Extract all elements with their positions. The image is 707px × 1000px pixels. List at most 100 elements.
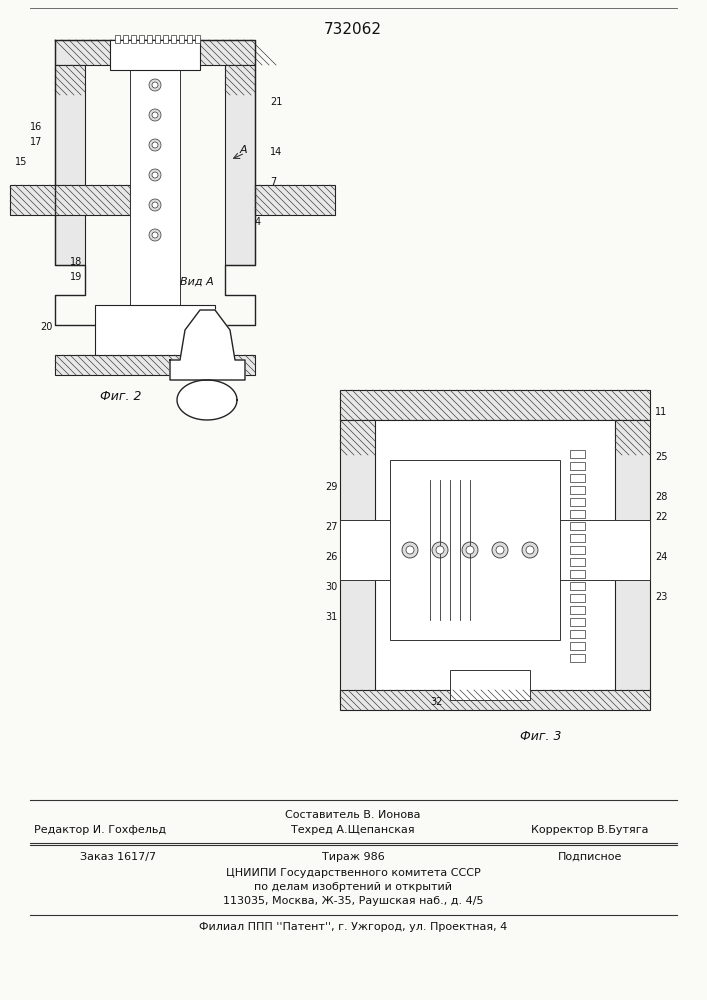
Bar <box>370 420 620 700</box>
Text: 25: 25 <box>655 452 667 462</box>
Text: 14: 14 <box>270 147 282 157</box>
Bar <box>95 305 215 355</box>
Text: Заказ 1617/7: Заказ 1617/7 <box>80 852 156 862</box>
Bar <box>171 35 176 43</box>
Bar <box>570 618 585 626</box>
Text: 23: 23 <box>655 592 667 602</box>
Circle shape <box>402 542 418 558</box>
Text: 31: 31 <box>325 612 337 622</box>
Bar <box>179 35 184 43</box>
Text: Корректор В.Бутяга: Корректор В.Бутяга <box>531 825 649 835</box>
Text: Фиг. 3: Фиг. 3 <box>520 730 561 743</box>
Bar <box>570 558 585 566</box>
Text: Тираж 986: Тираж 986 <box>322 852 385 862</box>
Circle shape <box>526 546 534 554</box>
Text: 4: 4 <box>255 217 261 227</box>
Bar <box>110 40 200 70</box>
Bar <box>570 570 585 578</box>
Bar <box>570 534 585 542</box>
Text: Подписное: Подписное <box>558 852 622 862</box>
Circle shape <box>149 79 161 91</box>
Text: 19: 19 <box>70 272 82 282</box>
Polygon shape <box>170 310 245 380</box>
Bar <box>570 630 585 638</box>
Bar <box>340 520 650 580</box>
Text: 26: 26 <box>325 552 337 562</box>
Text: 20: 20 <box>40 322 52 332</box>
Bar <box>130 65 180 325</box>
Circle shape <box>436 546 444 554</box>
Bar <box>131 35 136 43</box>
Circle shape <box>462 542 478 558</box>
Bar <box>340 420 375 700</box>
Circle shape <box>432 542 448 558</box>
Text: Фиг. 2: Фиг. 2 <box>100 390 141 403</box>
Text: A: A <box>240 145 247 155</box>
Bar <box>147 35 152 43</box>
Bar <box>195 35 200 43</box>
Bar <box>390 460 560 640</box>
Text: 24: 24 <box>655 552 667 562</box>
Text: 27: 27 <box>325 522 337 532</box>
Circle shape <box>149 229 161 241</box>
Bar <box>570 462 585 470</box>
Text: 113035, Москва, Ж-35, Раушская наб., д. 4/5: 113035, Москва, Ж-35, Раушская наб., д. … <box>223 896 484 906</box>
Bar <box>340 690 650 710</box>
Text: 21: 21 <box>270 97 282 107</box>
Circle shape <box>152 172 158 178</box>
Bar <box>570 594 585 602</box>
Bar <box>570 450 585 458</box>
Circle shape <box>492 542 508 558</box>
Circle shape <box>149 199 161 211</box>
Text: 15: 15 <box>15 157 28 167</box>
Text: 28: 28 <box>655 492 667 502</box>
Polygon shape <box>177 380 237 420</box>
Text: 18: 18 <box>70 257 82 267</box>
Text: 30: 30 <box>325 582 337 592</box>
Circle shape <box>496 546 504 554</box>
Bar <box>570 582 585 590</box>
Text: 29: 29 <box>325 482 337 492</box>
Text: Вид A: Вид A <box>180 277 214 287</box>
Bar <box>255 185 335 215</box>
Circle shape <box>152 112 158 118</box>
Bar <box>225 65 255 265</box>
Circle shape <box>149 109 161 121</box>
Bar <box>55 355 255 375</box>
Bar <box>187 35 192 43</box>
Circle shape <box>406 546 414 554</box>
Bar <box>55 65 85 265</box>
Bar <box>570 606 585 614</box>
Circle shape <box>152 82 158 88</box>
Text: Составитель В. Ионова: Составитель В. Ионова <box>285 810 421 820</box>
Bar <box>55 40 255 65</box>
Text: 732062: 732062 <box>324 22 382 37</box>
Text: по делам изобртений и открытий: по делам изобртений и открытий <box>254 882 452 892</box>
Circle shape <box>152 142 158 148</box>
Text: ЦНИИПИ Государственного комитета СССР: ЦНИИПИ Государственного комитета СССР <box>226 868 480 878</box>
Text: 16: 16 <box>30 122 42 132</box>
Circle shape <box>466 546 474 554</box>
Bar <box>570 474 585 482</box>
Circle shape <box>152 202 158 208</box>
Bar <box>615 420 650 700</box>
Circle shape <box>522 542 538 558</box>
Bar <box>340 390 650 420</box>
Bar <box>155 35 160 43</box>
Text: 11: 11 <box>655 407 667 417</box>
Bar <box>10 185 130 215</box>
Bar <box>139 35 144 43</box>
Text: 7: 7 <box>270 177 276 187</box>
Text: 22: 22 <box>655 512 667 522</box>
Text: Филиал ППП ''Патент'', г. Ужгород, ул. Проектная, 4: Филиал ППП ''Патент'', г. Ужгород, ул. П… <box>199 922 507 932</box>
Text: 17: 17 <box>30 137 42 147</box>
Circle shape <box>152 232 158 238</box>
Text: 32: 32 <box>430 697 443 707</box>
Bar <box>570 510 585 518</box>
Bar <box>570 486 585 494</box>
Bar <box>570 498 585 506</box>
Bar <box>570 522 585 530</box>
Text: Редактор И. Гохфельд: Редактор И. Гохфельд <box>34 825 166 835</box>
Text: Техред А.Щепанская: Техред А.Щепанская <box>291 825 415 835</box>
Bar <box>115 35 120 43</box>
